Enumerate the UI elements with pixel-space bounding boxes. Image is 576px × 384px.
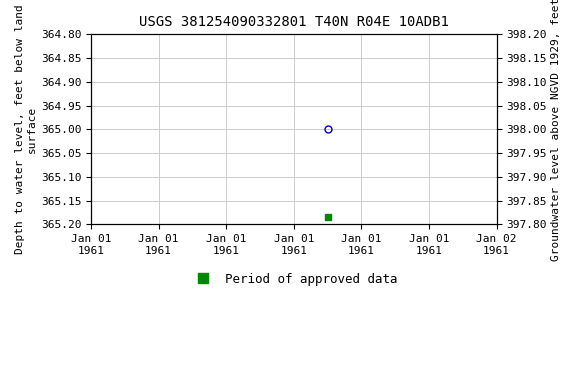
Y-axis label: Groundwater level above NGVD 1929, feet: Groundwater level above NGVD 1929, feet xyxy=(551,0,561,261)
Title: USGS 381254090332801 T40N R04E 10ADB1: USGS 381254090332801 T40N R04E 10ADB1 xyxy=(139,15,449,29)
Y-axis label: Depth to water level, feet below land
surface: Depth to water level, feet below land su… xyxy=(15,5,37,254)
Legend: Period of approved data: Period of approved data xyxy=(185,268,403,291)
